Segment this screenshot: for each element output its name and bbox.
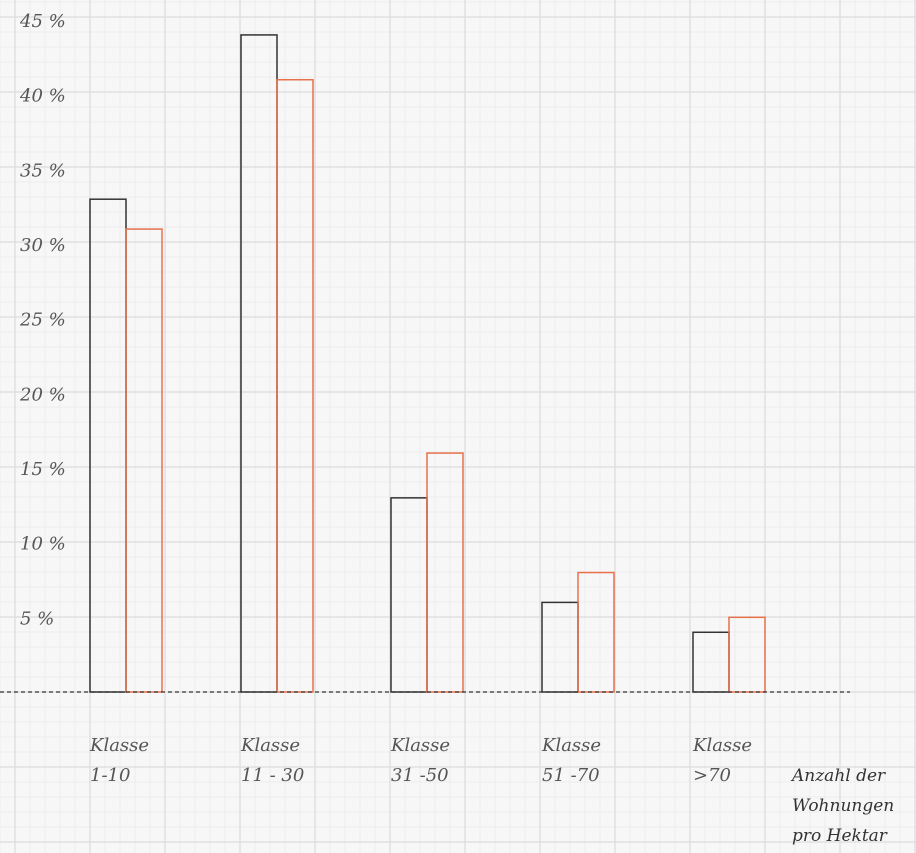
x-axis-title-line: pro Hektar [792, 826, 888, 846]
y-tick-label: 25 % [19, 310, 66, 331]
x-axis-title: Anzahl der Wohnungen pro Hektar [790, 766, 894, 846]
y-tick-label: 40 % [19, 86, 66, 107]
y-tick-label: 35 % [20, 160, 66, 181]
category-label: Klasse 51 -70 [541, 735, 601, 786]
category-label-line: 31 -50 [391, 765, 449, 786]
y-tick-label: 15 % [20, 459, 66, 480]
y-tick-label: 5 % [20, 608, 54, 629]
bar-series-1-1 [89, 198, 127, 693]
y-axis-ticks: 5 % 10 % 15 % 20 % 25 % 30 % 35 % 40 % 45 % [19, 11, 66, 629]
category-label-line: >70 [693, 765, 731, 786]
x-axis-title-line: Wohnungen [792, 796, 894, 816]
category-label-line: Klasse [541, 735, 601, 756]
y-tick-label: 30 % [20, 235, 66, 256]
category-label-line: Klasse [240, 735, 300, 756]
category-label-line: Klasse [692, 735, 752, 756]
y-tick-label: 10 % [20, 534, 66, 555]
category-label: Klasse 31 -50 [390, 735, 450, 786]
y-tick-label: 20 % [19, 384, 66, 405]
y-tick-label: 45 % [19, 11, 66, 32]
category-label-line: 11 - 30 [241, 765, 304, 786]
category-label-line: Klasse [89, 735, 149, 756]
category-label: Klasse >70 [692, 735, 752, 786]
category-label-line: Klasse [390, 735, 450, 756]
x-axis-title-line: Anzahl der [790, 766, 886, 786]
category-label: Klasse 1-10 [89, 735, 149, 786]
bar-series-2-2 [276, 78, 314, 693]
category-label-line: 1-10 [90, 765, 130, 786]
bar-series-2-5 [728, 616, 766, 693]
bar-series-2-1 [125, 228, 163, 693]
bar-series-1-2 [240, 34, 278, 693]
category-label-line: 51 -70 [542, 765, 600, 786]
category-label: Klasse 11 - 30 [240, 735, 304, 786]
bars [89, 34, 766, 693]
bar-series-2-3 [426, 452, 464, 693]
